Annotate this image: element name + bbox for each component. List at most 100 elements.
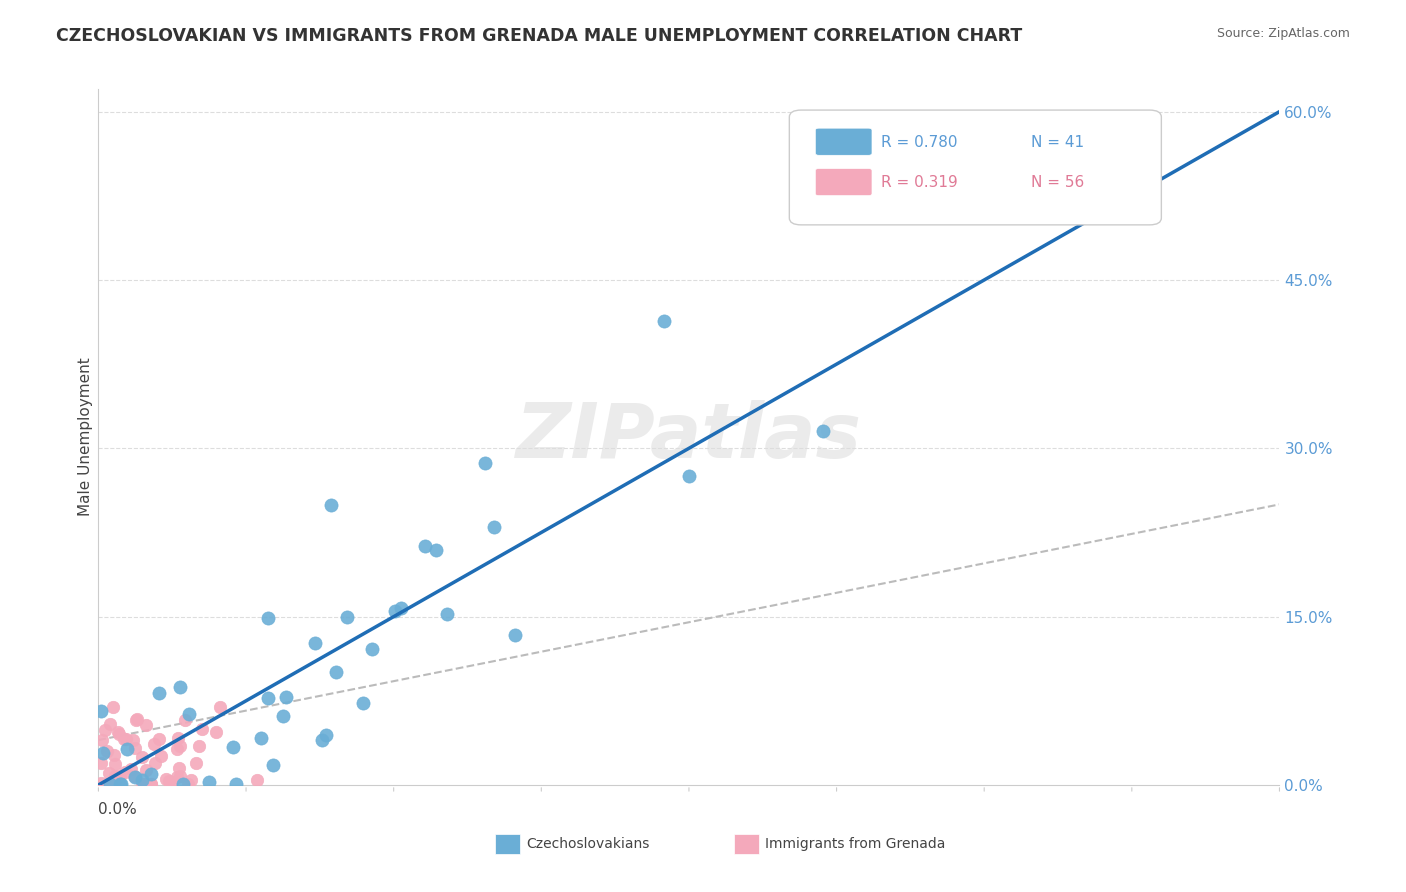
Point — [162, 775, 184, 789]
Point — [90, 756, 112, 771]
Point — [205, 724, 228, 739]
Point — [474, 456, 496, 470]
Point — [166, 731, 188, 746]
Point — [98, 716, 121, 731]
Point — [131, 777, 153, 791]
Text: ZIPatlas: ZIPatlas — [516, 401, 862, 474]
Text: R = 0.319: R = 0.319 — [882, 175, 959, 190]
Point — [413, 539, 436, 553]
Point — [120, 762, 142, 776]
Point — [135, 718, 157, 732]
Text: CZECHOSLOVAKIAN VS IMMIGRANTS FROM GRENADA MALE UNEMPLOYMENT CORRELATION CHART: CZECHOSLOVAKIAN VS IMMIGRANTS FROM GRENA… — [56, 27, 1022, 45]
FancyBboxPatch shape — [789, 110, 1161, 225]
Point — [141, 777, 163, 791]
FancyBboxPatch shape — [815, 128, 872, 155]
Text: R = 0.780: R = 0.780 — [882, 135, 957, 150]
Point — [110, 777, 132, 791]
Point — [139, 767, 162, 781]
Point — [155, 772, 177, 787]
Point — [166, 770, 188, 784]
FancyBboxPatch shape — [815, 169, 872, 195]
Point — [110, 777, 132, 791]
Point — [122, 733, 145, 747]
Point — [325, 665, 347, 679]
Point — [135, 777, 157, 791]
Point — [115, 742, 138, 756]
Point — [90, 776, 112, 790]
Point — [389, 601, 412, 615]
Point — [169, 739, 191, 754]
Point — [271, 709, 294, 723]
Point — [96, 744, 118, 758]
Text: Immigrants from Grenada: Immigrants from Grenada — [765, 837, 945, 851]
Point — [90, 704, 112, 718]
Point — [104, 777, 127, 791]
Point — [169, 680, 191, 694]
Point — [811, 424, 834, 438]
Point — [124, 769, 146, 783]
Point — [101, 699, 124, 714]
Text: N = 56: N = 56 — [1032, 175, 1084, 190]
Point — [352, 696, 374, 710]
Point — [360, 641, 382, 656]
Point — [304, 636, 326, 650]
Point — [257, 690, 280, 705]
Point — [678, 469, 700, 483]
Point — [104, 756, 127, 771]
Point — [652, 314, 675, 328]
Point — [319, 499, 342, 513]
Point — [177, 777, 200, 791]
Point — [115, 731, 138, 746]
Point — [104, 769, 127, 783]
Point — [257, 611, 280, 625]
Point — [139, 777, 162, 791]
Point — [103, 747, 125, 762]
Point — [174, 713, 197, 727]
Point — [191, 722, 214, 736]
Point — [148, 686, 170, 700]
Point — [184, 756, 207, 771]
Point — [262, 758, 284, 772]
Point — [125, 714, 148, 728]
Point — [145, 756, 167, 771]
Point — [131, 750, 153, 764]
Point — [107, 725, 129, 739]
Point — [198, 775, 221, 789]
Point — [97, 777, 120, 791]
Point — [98, 777, 121, 791]
Point — [436, 607, 458, 621]
Text: N = 41: N = 41 — [1032, 135, 1084, 150]
Point — [166, 742, 188, 756]
Point — [179, 706, 201, 721]
Point — [112, 732, 135, 747]
Point — [135, 763, 157, 777]
Point — [108, 768, 131, 782]
Point — [482, 520, 505, 534]
Point — [503, 628, 526, 642]
Point — [172, 777, 194, 791]
Point — [143, 737, 166, 751]
Point — [384, 604, 406, 618]
Point — [107, 726, 129, 740]
Point — [148, 731, 170, 746]
Point — [91, 732, 114, 747]
Point — [225, 777, 247, 791]
Point — [93, 746, 115, 760]
Point — [180, 773, 202, 788]
Point — [311, 733, 333, 747]
Point — [222, 739, 245, 754]
Point — [124, 741, 146, 756]
Point — [127, 712, 149, 726]
Point — [124, 770, 146, 784]
Point — [94, 723, 117, 738]
Text: 0.0%: 0.0% — [98, 803, 138, 817]
Point — [315, 727, 337, 741]
Point — [149, 749, 172, 764]
Point — [188, 739, 211, 753]
Point — [131, 773, 153, 788]
Point — [425, 543, 447, 558]
Point — [208, 700, 231, 714]
Point — [336, 610, 359, 624]
Point — [274, 690, 297, 705]
Text: Source: ZipAtlas.com: Source: ZipAtlas.com — [1216, 27, 1350, 40]
